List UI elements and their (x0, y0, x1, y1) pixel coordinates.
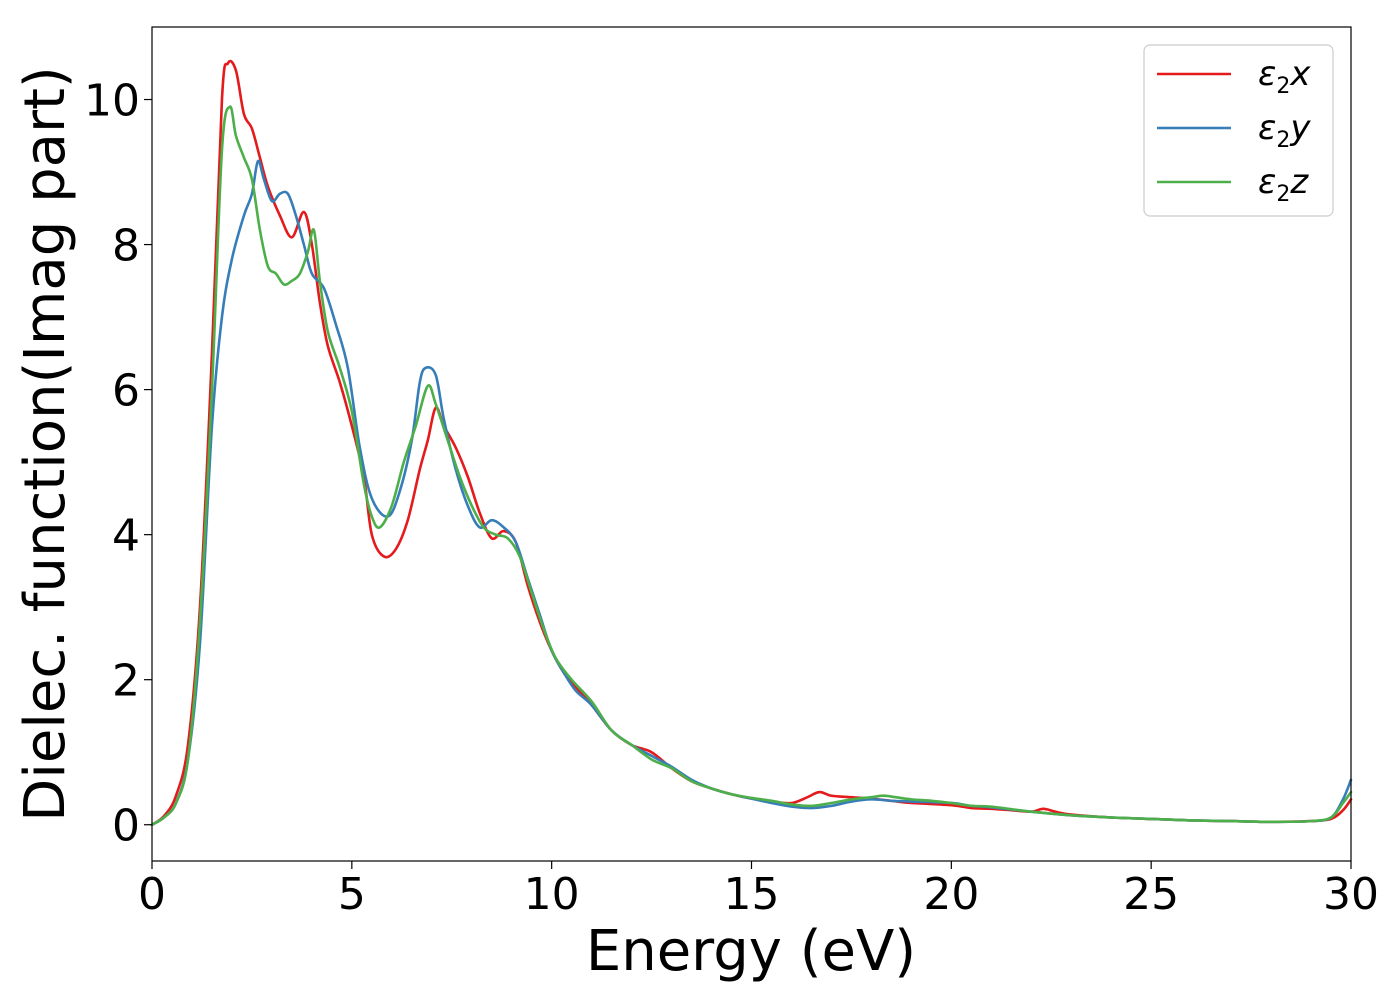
legend-label-z: ε2z (1258, 162, 1309, 207)
x-tick-label: 30 (1323, 869, 1379, 920)
x-tick-label: 15 (724, 869, 780, 920)
tick-layer: 0 5 10 15 20 25 30 0 2 4 6 8 10 (84, 76, 1379, 920)
x-axis-label: Energy (eV) (586, 919, 916, 984)
y-tick-label: 2 (112, 656, 140, 707)
y-tick-label: 0 (112, 801, 140, 852)
x-tick-label: 5 (338, 869, 366, 920)
y-tick-label: 8 (112, 221, 140, 272)
legend-label-y: ε2y (1258, 108, 1311, 153)
y-tick-label: 6 (112, 366, 140, 417)
y-tick-label: 4 (112, 511, 140, 562)
series-layer (150, 59, 1353, 827)
legend-label-x: ε2x (1258, 54, 1311, 99)
y-tick-label: 10 (84, 76, 140, 127)
series-line-y (150, 159, 1353, 827)
legend: ε2x ε2y ε2z (1143, 44, 1334, 217)
x-tick-label: 25 (1123, 869, 1179, 920)
x-tick-label: 10 (524, 869, 580, 920)
series-line-z (150, 105, 1353, 827)
x-tick-label: 20 (923, 869, 979, 920)
x-tick-label: 0 (138, 869, 166, 920)
legend-box (1143, 44, 1334, 217)
y-axis-label: Dielec. function(Imag part) (13, 66, 78, 822)
